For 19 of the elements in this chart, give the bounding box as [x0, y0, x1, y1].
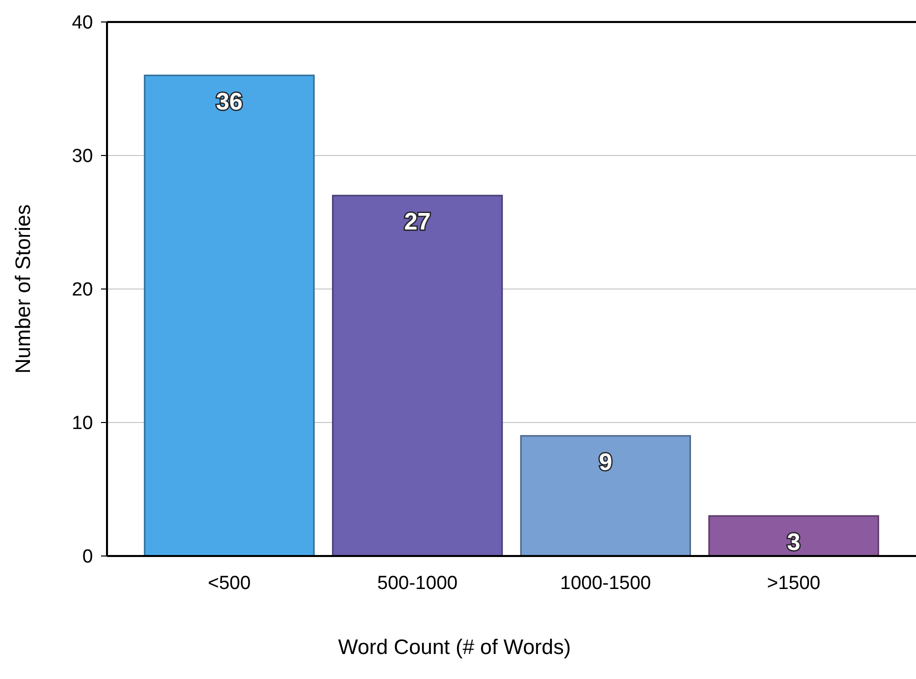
- x-tick-label: >1500: [767, 573, 820, 594]
- y-tick-label: 20: [72, 280, 93, 301]
- y-tick-label: 40: [72, 12, 93, 34]
- data-label: 36: [216, 88, 243, 116]
- y-axis-title: Number of Stories: [12, 204, 35, 374]
- x-tick-label: 500-1000: [377, 573, 458, 594]
- data-label: 9: [598, 448, 612, 476]
- bar: [520, 435, 691, 557]
- y-tick-label: 10: [72, 413, 93, 434]
- x-axis-title: Word Count (# of Words): [338, 636, 571, 659]
- bar: [144, 74, 315, 557]
- y-tick-label: 0: [82, 546, 93, 568]
- data-label: 27: [404, 208, 431, 236]
- bar: [708, 515, 880, 557]
- x-tick-label: 1000-1500: [560, 573, 652, 594]
- bar: [332, 194, 503, 557]
- y-tick-label: 30: [72, 146, 93, 168]
- x-tick-label: <500: [208, 573, 251, 594]
- data-label: 3: [787, 528, 800, 556]
